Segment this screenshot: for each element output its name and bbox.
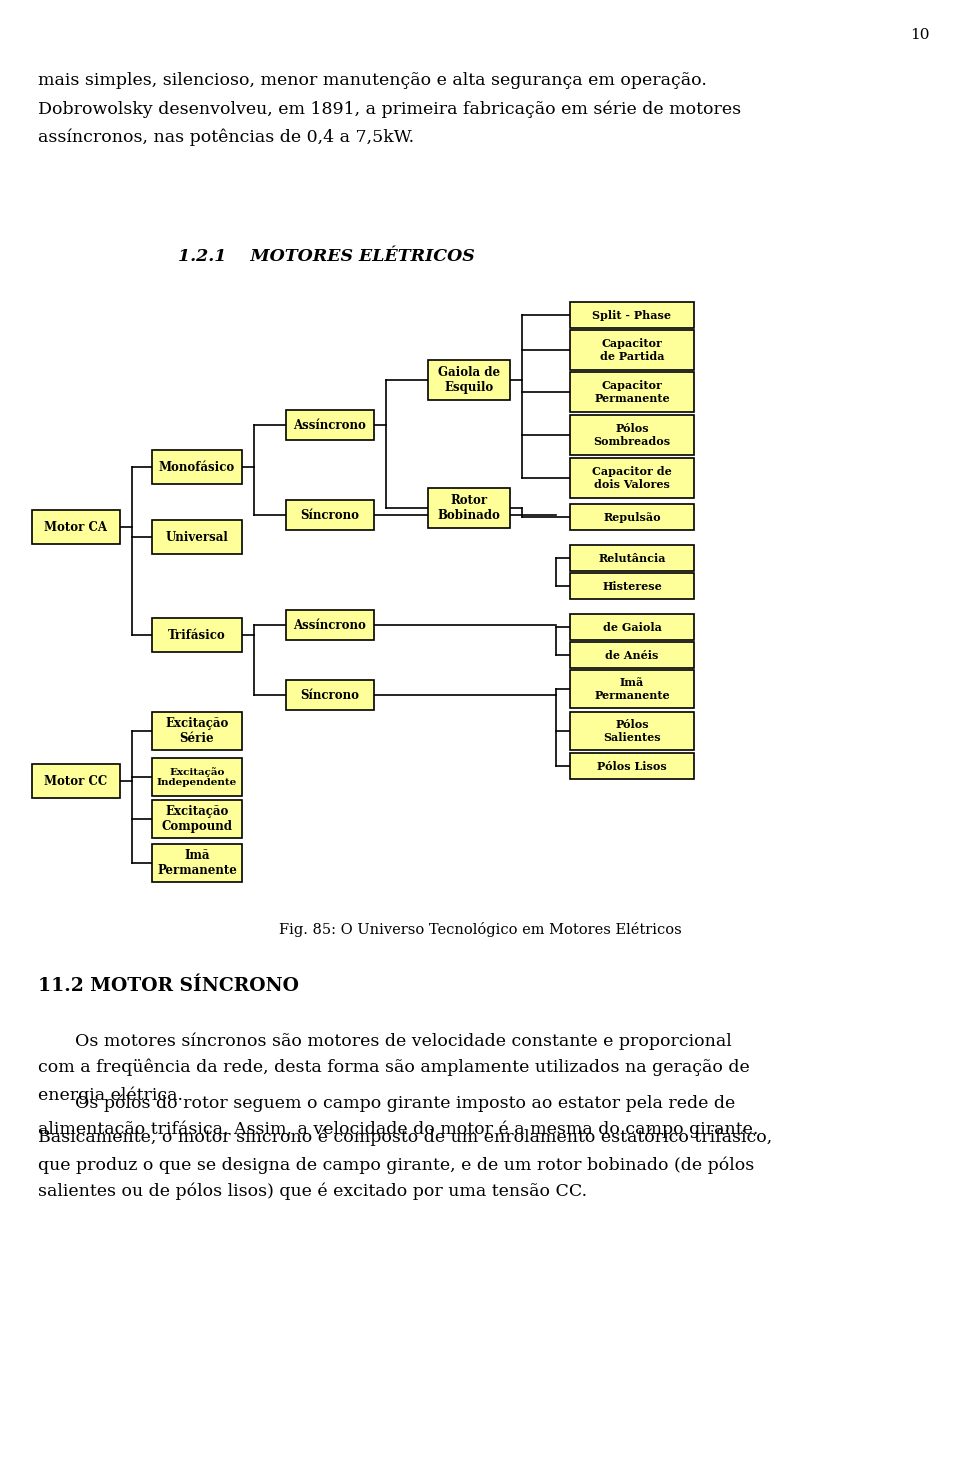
FancyBboxPatch shape	[570, 301, 694, 328]
Text: Split - Phase: Split - Phase	[592, 310, 671, 320]
FancyBboxPatch shape	[152, 759, 242, 795]
Text: Relutância: Relutância	[598, 553, 665, 563]
Text: de Gaiola: de Gaiola	[603, 622, 661, 632]
FancyBboxPatch shape	[570, 642, 694, 667]
Text: Pólos Lisos: Pólos Lisos	[597, 760, 667, 772]
Text: Os motores síncronos são motores de velocidade constante e proporcional: Os motores síncronos são motores de velo…	[75, 1032, 732, 1050]
FancyBboxPatch shape	[570, 670, 694, 709]
FancyBboxPatch shape	[570, 415, 694, 456]
FancyBboxPatch shape	[32, 764, 120, 798]
FancyBboxPatch shape	[152, 711, 242, 750]
Text: Monofásico: Monofásico	[158, 460, 235, 473]
Text: Histerese: Histerese	[602, 581, 661, 591]
FancyBboxPatch shape	[570, 711, 694, 750]
Text: Pólos
Salientes: Pólos Salientes	[603, 719, 660, 742]
FancyBboxPatch shape	[286, 500, 374, 531]
Text: Excitação
Independente: Excitação Independente	[156, 767, 237, 786]
Text: 1.2.1    MOTORES ELÉTRICOS: 1.2.1 MOTORES ELÉTRICOS	[178, 248, 475, 265]
Text: Universal: Universal	[166, 531, 228, 544]
Text: Síncrono: Síncrono	[300, 509, 359, 522]
Text: Assíncrono: Assíncrono	[294, 419, 367, 432]
Text: Imã
Permanente: Imã Permanente	[594, 678, 670, 701]
FancyBboxPatch shape	[570, 545, 694, 570]
Text: Imã
Permanente: Imã Permanente	[157, 850, 237, 878]
Text: Excitação
Série: Excitação Série	[165, 717, 228, 745]
Text: 11.2 MOTOR SÍNCRONO: 11.2 MOTOR SÍNCRONO	[38, 978, 299, 995]
FancyBboxPatch shape	[570, 614, 694, 639]
Text: energia elétrica.: energia elétrica.	[38, 1086, 183, 1104]
Text: de Anéis: de Anéis	[606, 650, 659, 660]
FancyBboxPatch shape	[152, 617, 242, 653]
Text: Excitação
Compound: Excitação Compound	[161, 806, 232, 833]
FancyBboxPatch shape	[570, 573, 694, 598]
Text: Fig. 85: O Universo Tecnológico em Motores Elétricos: Fig. 85: O Universo Tecnológico em Motor…	[278, 922, 682, 936]
FancyBboxPatch shape	[152, 450, 242, 484]
Text: Gaiola de
Esquilo: Gaiola de Esquilo	[438, 366, 500, 394]
Text: Os pólos do rotor seguem o campo girante imposto ao estator pela rede de: Os pólos do rotor seguem o campo girante…	[75, 1094, 735, 1111]
Text: Síncrono: Síncrono	[300, 688, 359, 701]
Text: mais simples, silencioso, menor manutenção e alta segurança em operação.: mais simples, silencioso, menor manutenç…	[38, 72, 707, 90]
FancyBboxPatch shape	[570, 504, 694, 531]
Text: assíncronos, nas potências de 0,4 a 7,5kW.: assíncronos, nas potências de 0,4 a 7,5k…	[38, 128, 414, 146]
Text: que produz o que se designa de campo girante, e de um rotor bobinado (de pólos: que produz o que se designa de campo gir…	[38, 1155, 755, 1173]
FancyBboxPatch shape	[570, 329, 694, 370]
FancyBboxPatch shape	[570, 372, 694, 412]
Text: Capacitor
de Partida: Capacitor de Partida	[600, 338, 664, 362]
FancyBboxPatch shape	[32, 510, 120, 544]
Text: Capacitor de
dois Valores: Capacitor de dois Valores	[592, 466, 672, 490]
FancyBboxPatch shape	[286, 410, 374, 440]
Text: Motor CC: Motor CC	[44, 775, 108, 788]
FancyBboxPatch shape	[286, 610, 374, 639]
Text: Trifásico: Trifásico	[168, 629, 226, 641]
FancyBboxPatch shape	[152, 520, 242, 554]
FancyBboxPatch shape	[152, 800, 242, 838]
FancyBboxPatch shape	[152, 844, 242, 882]
Text: salientes ou de pólos lisos) que é excitado por uma tensão CC.: salientes ou de pólos lisos) que é excit…	[38, 1183, 588, 1201]
FancyBboxPatch shape	[570, 459, 694, 498]
Text: Pólos
Sombreados: Pólos Sombreados	[593, 423, 671, 447]
Text: Capacitor
Permanente: Capacitor Permanente	[594, 381, 670, 404]
FancyBboxPatch shape	[286, 681, 374, 710]
Text: Basicamente, o motor síncrono é composto de um enrolamento estatórico trifásico,: Basicamente, o motor síncrono é composto…	[38, 1129, 772, 1147]
FancyBboxPatch shape	[428, 488, 510, 528]
Text: com a freqüência da rede, desta forma são amplamente utilizados na geração de: com a freqüência da rede, desta forma sã…	[38, 1058, 750, 1076]
FancyBboxPatch shape	[570, 753, 694, 779]
Text: Rotor
Bobinado: Rotor Bobinado	[438, 494, 500, 522]
Text: Assíncrono: Assíncrono	[294, 619, 367, 632]
FancyBboxPatch shape	[428, 360, 510, 400]
Text: Repulsão: Repulsão	[603, 512, 660, 522]
Text: alimentação trifásica. Assim, a velocidade do motor é a mesma do campo girante.: alimentação trifásica. Assim, a velocida…	[38, 1122, 758, 1138]
Text: 10: 10	[910, 28, 930, 43]
Text: Motor CA: Motor CA	[44, 520, 108, 534]
Text: Dobrowolsky desenvolveu, em 1891, a primeira fabricação em série de motores: Dobrowolsky desenvolveu, em 1891, a prim…	[38, 100, 741, 118]
